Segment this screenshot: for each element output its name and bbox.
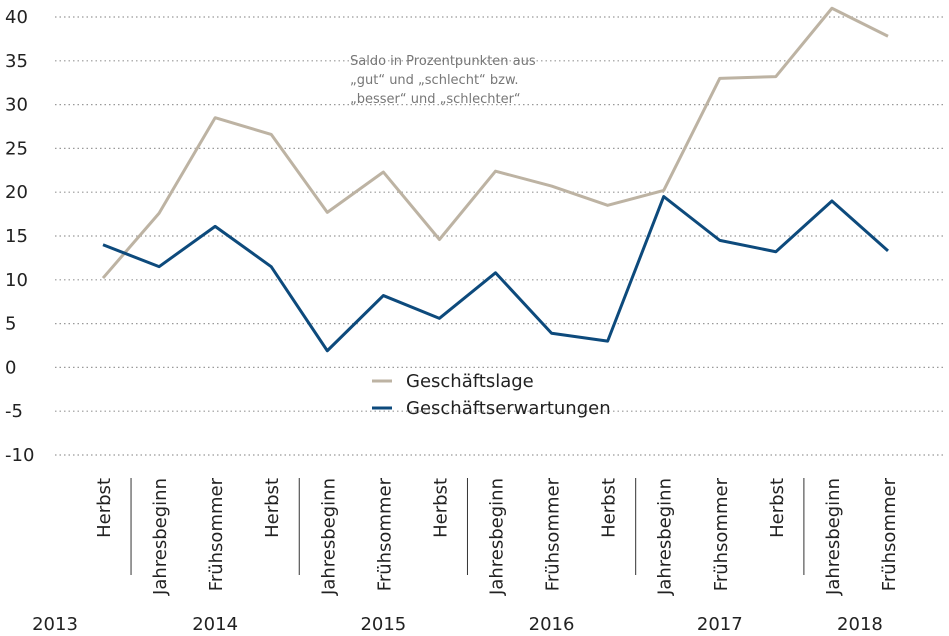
x-group-label: 2018 [837, 614, 883, 635]
x-tick-label: Frühsommer [543, 477, 564, 591]
y-tick-label: 0 [5, 357, 16, 378]
legend-label: Geschäftserwartungen [406, 398, 611, 419]
x-tick-label: Frühsommer [374, 477, 395, 591]
x-tick-label: Herbst [599, 478, 620, 538]
y-tick-label: 35 [5, 51, 28, 72]
x-group-label: 2017 [697, 614, 743, 635]
x-tick-label: Jahresbeginn [487, 478, 508, 596]
x-tick-label: Frühsommer [711, 477, 732, 591]
line-series [101, 6, 889, 280]
x-tick-label: Herbst [262, 478, 283, 538]
annotation: „besser“ und „schlechter“ [350, 92, 521, 107]
y-tick-label: -10 [5, 445, 34, 466]
annotation: Saldo in Prozentpunkten aus [350, 54, 536, 69]
x-tick-label: Herbst [94, 478, 115, 538]
y-tick-label: 20 [5, 182, 28, 203]
y-tick-label: 30 [5, 95, 28, 116]
y-tick-label: 25 [5, 138, 28, 159]
legend-label: Geschäftslage [406, 371, 534, 392]
x-tick-label: Jahresbeginn [318, 478, 339, 596]
y-tick-label: 40 [5, 7, 28, 28]
y-tick-label: 5 [5, 314, 16, 335]
annotation: „gut“ und „schlecht“ bzw. [350, 73, 519, 88]
x-tick-label: Jahresbeginn [655, 478, 676, 596]
x-group-label: 2014 [192, 614, 238, 635]
x-group-label: 2016 [529, 614, 575, 635]
x-group-label: 2013 [32, 614, 78, 635]
x-group-label: 2015 [360, 614, 406, 635]
y-tick-label: 10 [5, 270, 28, 291]
x-tick-label: Herbst [430, 478, 451, 538]
y-tick-label: 15 [5, 226, 28, 247]
x-tick-label: Jahresbeginn [150, 478, 171, 596]
line-series [102, 195, 889, 353]
y-tick-label: -5 [5, 401, 23, 422]
x-tick-label: Herbst [767, 478, 788, 538]
x-tick-label: Jahresbeginn [823, 478, 844, 596]
x-tick-label: Frühsommer [206, 477, 227, 591]
x-tick-label: Frühsommer [879, 477, 900, 591]
